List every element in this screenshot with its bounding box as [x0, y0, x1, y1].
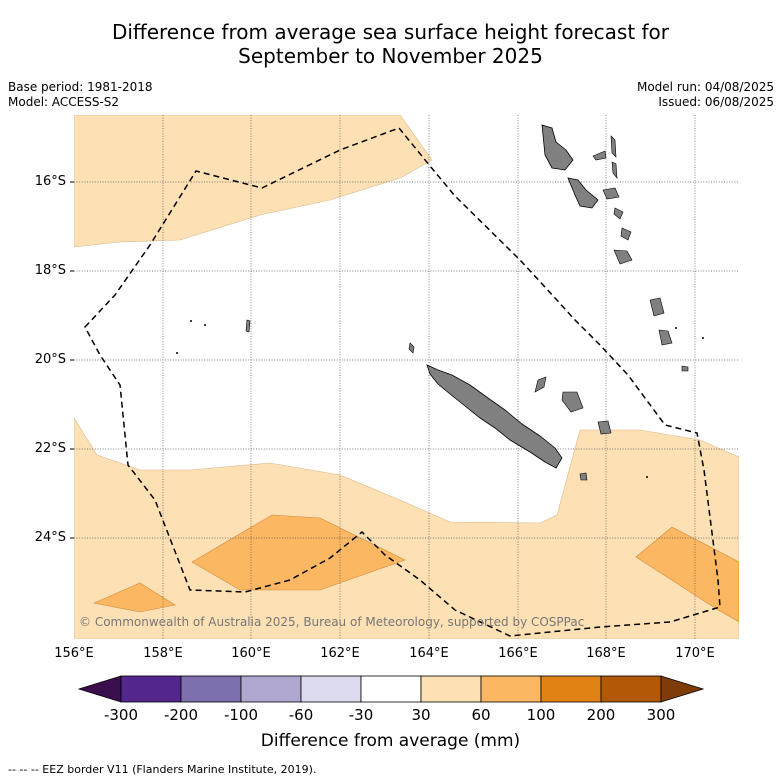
map-panel: [74, 115, 739, 639]
new-caledonia-island: [426, 364, 563, 469]
colorbar-tick-100: 100: [526, 706, 556, 724]
eez-legend-footer: -- -- -- EEZ border V11 (Flanders Marine…: [8, 763, 317, 776]
loyalty-island-lifou: [561, 391, 584, 413]
loyalty-island-mare: [597, 420, 612, 435]
islet-south: [579, 472, 588, 481]
colorbar-tick-m300: -300: [103, 706, 139, 724]
colorbar-bin-2: [180, 675, 242, 703]
loyalty-island-ouvea: [534, 376, 547, 393]
lon-label-168e: 168°E: [586, 646, 626, 661]
islet-dot-4: [675, 327, 677, 329]
lon-label-156e: 156°E: [54, 646, 94, 661]
meta-left: Base period: 1981-2018 Model: ACCESS-S2: [8, 80, 153, 110]
colorbar-bin-6: [420, 675, 482, 703]
base-period: Base period: 1981-2018: [8, 80, 153, 94]
vanuatu-epi: [613, 207, 624, 220]
colorbar: [77, 675, 705, 703]
lat-ticks: [70, 181, 74, 539]
copyright-notice: © Commonwealth of Australia 2025, Bureau…: [79, 615, 585, 629]
anomaly-patch-southwest: [92, 582, 176, 613]
lon-label-164e: 164°E: [409, 646, 449, 661]
colorbar-bin-5: [360, 675, 422, 703]
vanuatu-erromango: [613, 249, 633, 265]
islet-chesterfield: [245, 319, 251, 333]
colorbar-tick-m30: -30: [348, 706, 374, 724]
issued-date: Issued: 06/08/2025: [658, 95, 774, 109]
lat-label-22s: 22°S: [34, 441, 66, 456]
colorbar-bin-3: [240, 675, 302, 703]
title-line-1: Difference from average sea surface heig…: [111, 20, 670, 44]
islet-dot-6: [646, 476, 648, 478]
islet-east: [681, 365, 689, 372]
lon-label-160e: 160°E: [231, 646, 271, 661]
vanuatu-aneityum: [658, 329, 673, 346]
colorbar-extend-low: [77, 675, 122, 703]
lon-label-170e: 170°E: [675, 646, 715, 661]
anomaly-patch-southeast: [635, 526, 739, 623]
vanuatu-efate: [620, 227, 632, 241]
vanuatu-tanna: [649, 297, 665, 317]
colorbar-tick-200: 200: [586, 706, 616, 724]
vanuatu-maewo: [610, 135, 617, 158]
map-title: Difference from average sea surface heig…: [0, 20, 781, 68]
anomaly-region-north: [74, 115, 433, 248]
lat-label-20s: 20°S: [34, 352, 66, 367]
title-line-2: September to November 2025: [238, 44, 543, 68]
colorbar-tick-m200: -200: [163, 706, 199, 724]
colorbar-tick-30: 30: [411, 706, 431, 724]
colorbar-tick-m100: -100: [223, 706, 259, 724]
vanuatu-espiritu-santo: [541, 124, 574, 171]
vanuatu-ambrym: [602, 187, 620, 200]
colorbar-extend-high: [660, 675, 705, 703]
colorbar-bin-9: [600, 675, 662, 703]
islet-dot-1: [190, 320, 192, 322]
colorbar-tick-300: 300: [646, 706, 676, 724]
islet-dot-5: [702, 337, 704, 339]
colorbar-label: Difference from average (mm): [260, 731, 521, 751]
colorbar-tick-60: 60: [471, 706, 491, 724]
vanuatu-ambae: [592, 150, 607, 161]
lat-label-16s: 16°S: [34, 174, 66, 189]
meta-right: Model run: 04/08/2025 Issued: 06/08/2025: [637, 80, 774, 110]
colorbar-bin-7: [480, 675, 542, 703]
model-run: Model run: 04/08/2025: [636, 80, 774, 94]
colorbar-tick-m60: -60: [288, 706, 314, 724]
graticule: [74, 115, 739, 639]
anomaly-patch-center: [191, 514, 406, 591]
lat-label-24s: 24°S: [34, 530, 66, 545]
lon-label-158e: 158°E: [143, 646, 183, 661]
vanuatu-pentecost: [611, 161, 618, 179]
colorbar-bin-8: [540, 675, 602, 703]
eez-border: [84, 127, 721, 637]
islet: [408, 342, 415, 354]
lat-label-18s: 18°S: [34, 263, 66, 278]
colorbar-bin-4: [300, 675, 362, 703]
model-name: Model: ACCESS-S2: [8, 95, 120, 109]
lon-label-166e: 166°E: [498, 646, 538, 661]
vanuatu-malekula: [567, 177, 599, 209]
lon-label-162e: 162°E: [320, 646, 360, 661]
islet-dot-2: [204, 324, 206, 326]
colorbar-bin-1: [120, 675, 182, 703]
islet-dot-3: [176, 352, 178, 354]
